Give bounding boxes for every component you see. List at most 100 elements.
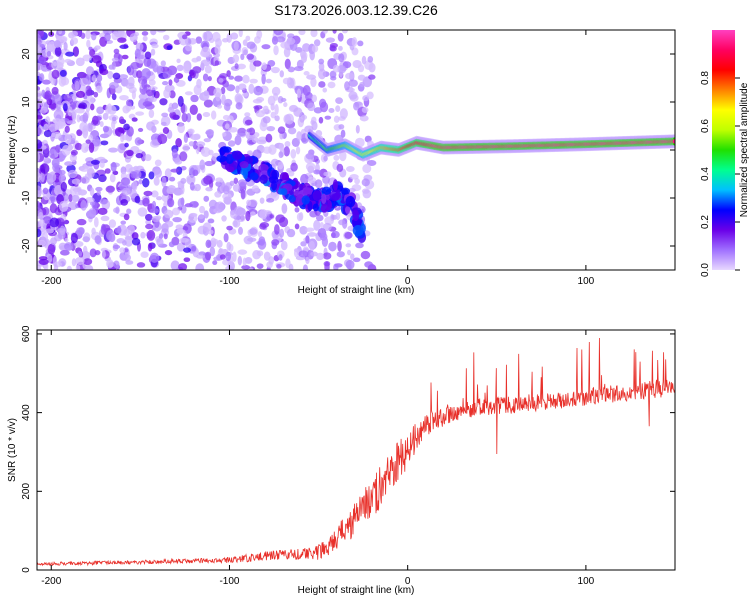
spectrogram-noise-blob	[191, 57, 199, 63]
spectrogram-noise-blob	[76, 218, 87, 226]
spectrogram-noise-blob	[265, 78, 272, 84]
spectrogram-noise-blob	[100, 140, 109, 146]
spectrogram-noise-blob	[106, 259, 114, 269]
spectrogram-noise-blob	[161, 80, 169, 86]
spectrogram-noise-blob	[61, 144, 71, 156]
spectrogram-noise-blob	[302, 85, 311, 96]
chart-title: S173.2026.003.12.39.C26	[274, 2, 438, 18]
spectrogram-noise-blob	[198, 214, 205, 220]
spectrogram-noise-blob	[100, 215, 110, 222]
spectrogram-noise-blob	[119, 247, 126, 254]
spectrogram-noise-blob	[286, 228, 296, 238]
spectrogram-noise-blob	[310, 30, 318, 38]
spectrogram-noise-blob	[196, 254, 205, 259]
spectrogram-noise-blob	[156, 30, 167, 33]
spectrogram-noise-blob	[104, 32, 111, 42]
spectrogram-noise-blob	[38, 258, 49, 266]
spectrogram-noise-blob	[268, 256, 275, 265]
spectrogram-noise-blob	[249, 78, 258, 84]
spectrogram-x-tick-label: 100	[578, 276, 595, 287]
spectrogram-noise-blob	[324, 261, 330, 270]
spectrogram-noise-blob	[318, 81, 326, 88]
spectrogram-noise-blob	[169, 176, 176, 182]
spectrogram-noise-blob	[287, 127, 297, 135]
spectrogram-noise-blob	[345, 259, 355, 270]
spectrogram-noise-blob	[181, 112, 188, 123]
spectrogram-noise-blob	[296, 131, 302, 141]
spectrogram-noise-blob	[327, 81, 336, 89]
spectrogram-noise-blob	[37, 85, 41, 92]
snr-y-axis-label: SNR (10 * v/v)	[7, 418, 18, 482]
spectrogram-noise-blob	[298, 250, 309, 258]
colorbar-tick-label: 0.4	[700, 167, 711, 181]
spectrogram-noise-blob	[227, 140, 236, 147]
spectrogram-noise-blob	[254, 36, 261, 44]
spectrogram-noise-blob	[41, 89, 46, 98]
spectrogram-noise-blob	[200, 147, 211, 157]
spectrogram-noise-blob	[96, 106, 105, 115]
spectrogram-noise-blob	[362, 164, 372, 174]
spectrogram-noise-blob	[145, 219, 152, 225]
spectrogram-noise-blob	[141, 78, 148, 89]
spectrogram-noise-blob	[203, 175, 213, 185]
spectrogram-noise-blob	[298, 212, 304, 221]
spectrogram-noise-blob	[221, 132, 227, 137]
spectrogram-branch-blob	[352, 225, 364, 237]
spectrogram-noise-blob	[330, 232, 336, 239]
spectrogram-noise-blob	[266, 198, 275, 203]
spectrogram-noise-blob	[203, 30, 213, 42]
spectrogram-noise-blob	[49, 196, 56, 202]
spectrogram-noise-blob	[183, 247, 192, 253]
spectrogram-noise-blob	[119, 94, 129, 101]
spectrogram-noise-blob	[100, 223, 107, 235]
spectrogram-noise-blob	[366, 160, 377, 167]
spectrogram-noise-blob	[52, 255, 57, 267]
spectrogram-noise-blob	[51, 69, 60, 80]
spectrogram-noise-blob	[352, 257, 361, 263]
spectrogram-noise-blob	[350, 253, 355, 261]
spectrogram-noise-blob	[203, 195, 210, 202]
spectrogram-noise-blob	[177, 198, 185, 208]
spectrogram-noise-blob	[257, 231, 262, 238]
spectrogram-noise-blob	[266, 126, 276, 132]
spectrogram-noise-blob	[366, 91, 374, 100]
spectrogram-noise-blob	[105, 104, 110, 116]
spectrogram-noise-blob	[138, 93, 148, 100]
spectrogram-noise-blob	[160, 60, 166, 67]
spectrogram-noise-blob	[274, 103, 279, 115]
spectrogram-noise-blob	[228, 126, 238, 133]
spectrogram-noise-blob	[98, 174, 107, 183]
spectrogram-noise-blob	[43, 130, 52, 138]
spectrogram-noise-blob	[298, 30, 306, 36]
spectrogram-noise-blob	[185, 43, 193, 52]
spectrogram-noise-blob	[252, 98, 263, 104]
spectrogram-noise-blob	[245, 210, 251, 222]
spectrogram-noise-blob	[183, 133, 189, 144]
spectrogram-noise-blob	[75, 57, 85, 67]
spectrogram-noise-blob	[322, 87, 328, 93]
spectrogram-noise-blob	[64, 242, 74, 251]
spectrogram-noise-blob	[159, 98, 168, 106]
spectrogram-noise-blob	[183, 63, 191, 74]
spectrogram-noise-blob	[85, 139, 91, 144]
spectrogram-noise-blob	[204, 65, 212, 74]
spectrogram-noise-blob	[234, 93, 243, 104]
snr-frame	[36, 329, 676, 571]
spectrogram-noise-blob	[294, 223, 300, 230]
spectrogram-noise-blob	[322, 30, 329, 34]
spectrogram-noise-blob	[262, 116, 271, 124]
spectrogram-noise-blob	[277, 126, 286, 134]
spectrogram-noise-blob	[148, 79, 156, 86]
spectrogram-noise-blob	[89, 248, 97, 258]
spectrogram-noise-blob	[113, 260, 120, 269]
spectrogram-noise-blob	[338, 45, 343, 51]
spectrogram-noise-blob	[58, 173, 66, 184]
spectrogram-noise-blob	[234, 75, 244, 82]
spectrogram-noise-blob	[300, 173, 309, 185]
spectrogram-noise-blob	[122, 254, 131, 262]
spectrogram-noise-blob	[279, 70, 284, 78]
spectrogram-noise-blob	[323, 155, 328, 162]
spectrogram-noise-blob	[126, 99, 133, 107]
spectrogram-noise-blob	[182, 144, 190, 152]
spectrogram-noise-blob	[71, 258, 77, 267]
